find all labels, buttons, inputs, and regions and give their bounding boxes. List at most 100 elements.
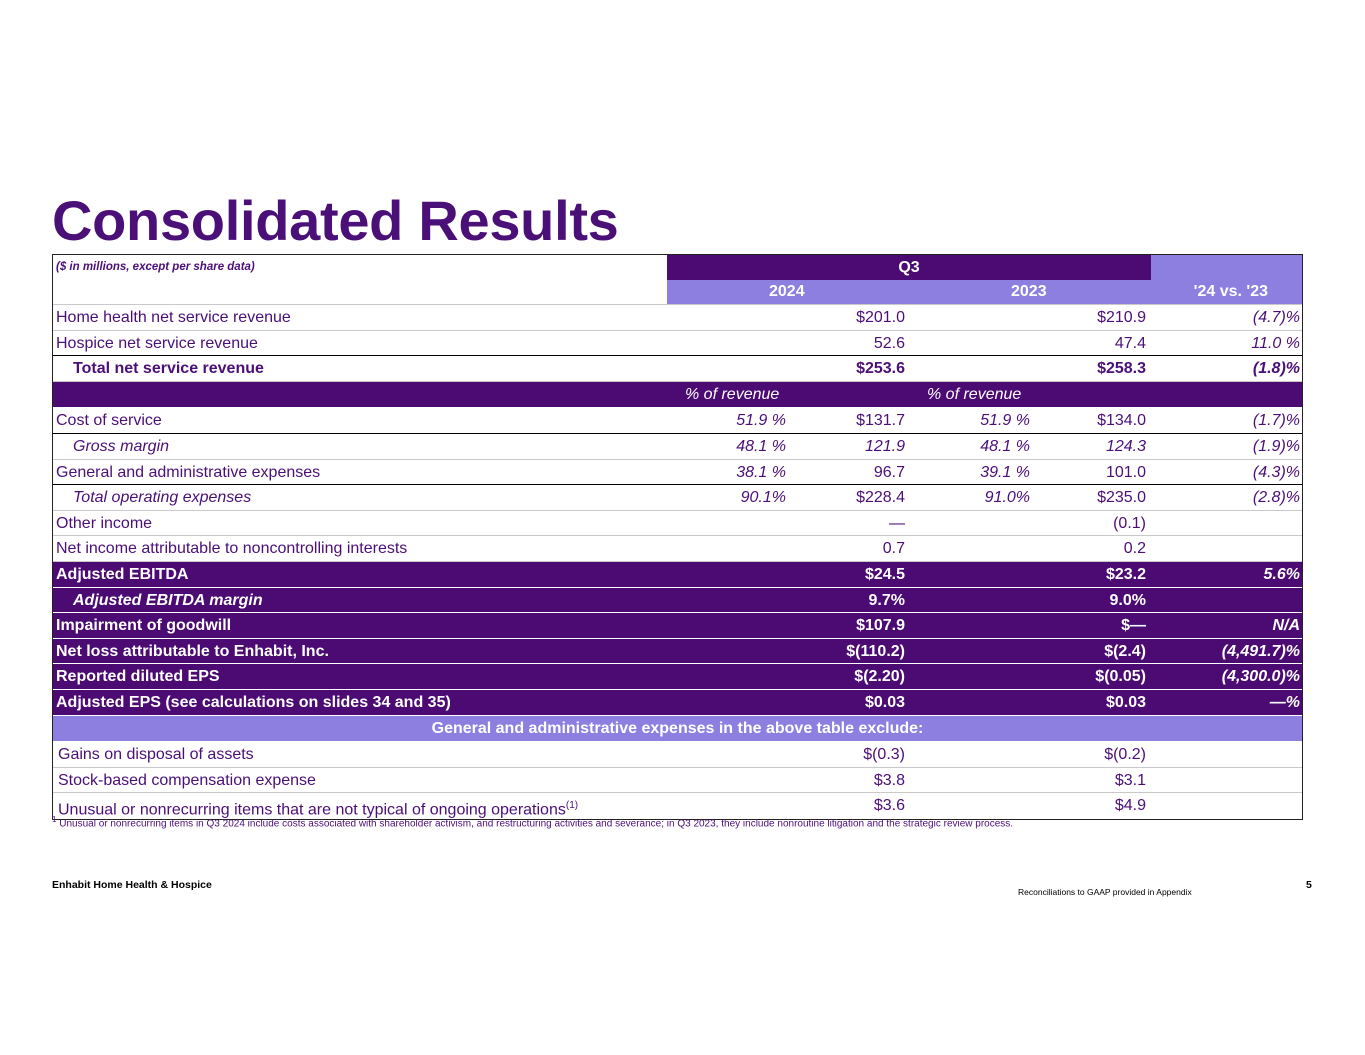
value-2024: 96.7 bbox=[873, 463, 905, 481]
value-2024: $(110.2) bbox=[846, 642, 905, 660]
value-2023: $(2.4) bbox=[1104, 642, 1146, 660]
value-change: (1.7)% bbox=[1252, 412, 1300, 430]
table-row-highlight: Net loss attributable to Enhabit, Inc. $… bbox=[53, 638, 1302, 665]
table-row: General and administrative expenses 38.1… bbox=[53, 460, 1302, 486]
row-label: Reported diluted EPS bbox=[56, 668, 220, 686]
value-change: N/A bbox=[1272, 617, 1300, 635]
row-label: Stock-based compensation expense bbox=[58, 771, 316, 789]
row-label: Total net service revenue bbox=[73, 360, 264, 378]
table-row: Total operating expenses 90.1% $228.4 91… bbox=[53, 485, 1302, 511]
value-change: 11.0 % bbox=[1251, 334, 1300, 352]
row-label: Total operating expenses bbox=[73, 489, 252, 507]
header-band bbox=[667, 280, 1302, 304]
value-2023: $134.0 bbox=[1097, 412, 1146, 430]
table-row: Stock-based compensation expense $3.8 $3… bbox=[53, 768, 1302, 794]
value-2024: $201.0 bbox=[856, 309, 905, 326]
value-2024: 9.7% bbox=[868, 591, 905, 609]
col-2023-header: 2023 bbox=[1011, 283, 1047, 300]
row-label: Adjusted EPS (see calculations on slides… bbox=[56, 693, 451, 711]
value-2024: 0.7 bbox=[882, 540, 905, 558]
row-label: Net income attributable to noncontrollin… bbox=[56, 540, 408, 558]
value-change: —% bbox=[1269, 693, 1300, 711]
pct-revenue-header-row: % of revenue % of revenue bbox=[53, 381, 1302, 409]
table-row-highlight: Adjusted EBITDA margin 9.7% 9.0% bbox=[53, 587, 1302, 614]
value-2024: $(0.3) bbox=[863, 746, 905, 764]
row-label: Cost of service bbox=[56, 412, 162, 430]
pct-2023: 51.9 % bbox=[980, 412, 1030, 430]
table-row-highlight: Impairment of goodwill $107.9 $— N/A bbox=[53, 613, 1302, 639]
value-2023: $235.0 bbox=[1097, 489, 1146, 507]
value-2024: $0.03 bbox=[864, 693, 905, 711]
table-row: Net income attributable to noncontrollin… bbox=[53, 536, 1302, 562]
value-2023: $4.9 bbox=[1114, 797, 1146, 815]
value-2023: $258.3 bbox=[1097, 360, 1146, 378]
value-2024: 121.9 bbox=[864, 437, 905, 455]
value-2024: $3.8 bbox=[873, 771, 905, 789]
value-2024: $253.6 bbox=[856, 360, 905, 378]
pct-2023: 91.0% bbox=[984, 489, 1030, 507]
value-2023: $0.03 bbox=[1105, 693, 1146, 711]
value-2023: $— bbox=[1121, 617, 1146, 635]
value-2023: $210.9 bbox=[1097, 309, 1146, 326]
value-change: (4.3)% bbox=[1252, 463, 1300, 481]
pct-2024: 38.1 % bbox=[736, 463, 786, 481]
value-2024: — bbox=[889, 514, 905, 532]
page-number: 5 bbox=[1306, 879, 1312, 891]
footnote-text: Unusual or nonrecurring items in Q3 2024… bbox=[59, 818, 1014, 830]
row-label-wrap: Unusual or nonrecurring items that are n… bbox=[58, 793, 578, 822]
exclusions-header: General and administrative expenses in t… bbox=[53, 715, 1302, 743]
table-row-highlight: Reported diluted EPS $(2.20) $(0.05) (4,… bbox=[53, 664, 1302, 690]
table-row: Unusual or nonrecurring items that are n… bbox=[53, 793, 1302, 819]
value-2023: (0.1) bbox=[1113, 514, 1146, 532]
value-change: (2.8)% bbox=[1252, 489, 1300, 507]
value-change: (1.8)% bbox=[1252, 360, 1300, 378]
header-band bbox=[1151, 255, 1302, 280]
footnote-marker: 1 bbox=[52, 815, 57, 824]
pct-2024: 90.1% bbox=[740, 489, 786, 507]
value-2024: $131.7 bbox=[856, 412, 905, 430]
row-label: General and administrative expenses bbox=[56, 463, 321, 481]
value-2023: $(0.05) bbox=[1095, 668, 1146, 686]
row-label: Gross margin bbox=[73, 437, 170, 455]
units-note: ($ in millions, except per share data) bbox=[56, 261, 255, 273]
pct-header-2023: % of revenue bbox=[927, 385, 1022, 403]
table-row: Gains on disposal of assets $(0.3) $(0.2… bbox=[53, 742, 1302, 768]
value-2024: $107.9 bbox=[856, 617, 905, 635]
value-2024: $24.5 bbox=[864, 565, 905, 583]
footer-note: Reconciliations to GAAP provided in Appe… bbox=[1018, 887, 1192, 897]
row-label: Other income bbox=[56, 514, 153, 532]
value-2023: 124.3 bbox=[1105, 437, 1146, 455]
table-row: Other income — (0.1) bbox=[53, 511, 1302, 537]
table-row-total: Total net service revenue $253.6 $258.3 … bbox=[53, 356, 1302, 382]
table-row-highlight: Adjusted EBITDA $24.5 $23.2 5.6% bbox=[53, 561, 1302, 588]
row-label: Impairment of goodwill bbox=[56, 617, 232, 635]
table-row: Cost of service 51.9 % $131.7 51.9 % $13… bbox=[53, 408, 1302, 434]
table-row: Hospice net service revenue 52.6 47.4 11… bbox=[53, 331, 1302, 357]
pct-2023: 48.1 % bbox=[980, 437, 1030, 455]
row-label: Gains on disposal of assets bbox=[58, 746, 254, 764]
table-row: Gross margin 48.1 % 121.9 48.1 % 124.3 (… bbox=[53, 434, 1302, 460]
value-change: (1.9)% bbox=[1252, 437, 1300, 455]
period-header: Q3 bbox=[667, 255, 1151, 280]
value-2024: $3.6 bbox=[873, 797, 905, 815]
pct-2024: 48.1 % bbox=[736, 437, 786, 455]
row-label: Home health net service revenue bbox=[56, 309, 291, 326]
row-label: Unusual or nonrecurring items that are n… bbox=[58, 801, 566, 819]
row-label: Adjusted EBITDA margin bbox=[73, 591, 263, 609]
value-2024: $228.4 bbox=[856, 489, 905, 507]
row-label: Adjusted EBITDA bbox=[56, 565, 189, 583]
value-2023: $(0.2) bbox=[1104, 746, 1146, 764]
pct-header-2024: % of revenue bbox=[685, 385, 780, 403]
table-row: Home health net service revenue $201.0 $… bbox=[53, 305, 1302, 331]
value-2023: 9.0% bbox=[1109, 591, 1146, 609]
value-2023: 47.4 bbox=[1114, 334, 1146, 352]
footer-company: Enhabit Home Health & Hospice bbox=[52, 879, 212, 891]
results-table: ($ in millions, except per share data) Q… bbox=[52, 254, 1303, 820]
footnote-ref: (1) bbox=[565, 800, 579, 812]
page-title: Consolidated Results bbox=[52, 189, 619, 252]
table-row-highlight: Adjusted EPS (see calculations on slides… bbox=[53, 689, 1302, 716]
value-2024: 52.6 bbox=[873, 334, 905, 352]
table-header-period: ($ in millions, except per share data) Q… bbox=[53, 255, 1302, 280]
value-change: (4,491.7)% bbox=[1221, 642, 1300, 660]
value-change: (4.7)% bbox=[1252, 309, 1300, 326]
